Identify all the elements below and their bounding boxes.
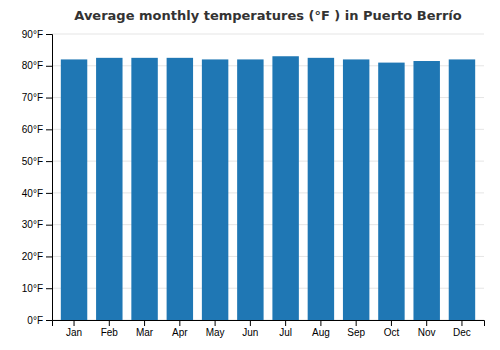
tick: 60°F	[22, 124, 52, 135]
bar	[167, 58, 193, 320]
tick-mark	[356, 320, 357, 326]
bar	[272, 56, 298, 320]
tick-label: 50°F	[22, 156, 43, 167]
bar	[202, 59, 228, 320]
tick: May	[206, 320, 225, 338]
tick-mark	[46, 288, 52, 289]
tick-label: 0°F	[27, 315, 43, 326]
tick-mark	[144, 320, 145, 326]
tick-label: 40°F	[22, 188, 43, 199]
tick: Feb	[101, 320, 119, 338]
tick: 30°F	[22, 219, 52, 230]
tick-mark	[215, 320, 216, 326]
tick-mark	[46, 98, 52, 99]
tick-label: 90°F	[22, 29, 43, 40]
tick-label: 30°F	[22, 219, 43, 230]
bar	[449, 59, 475, 320]
tick-label: 70°F	[22, 92, 43, 103]
x-axis: Jan Feb Mar Apr May Jun Jul Aug Sep Oct Nov Dec	[53, 320, 485, 338]
tick: Aug	[312, 320, 330, 338]
tick-mark	[46, 161, 52, 162]
title: Average monthly temperatures (°F ) in Pu…	[74, 8, 461, 23]
tick-label: Jun	[242, 327, 258, 338]
tick-label: May	[206, 327, 225, 338]
tick: 70°F	[22, 92, 52, 103]
bar	[308, 58, 334, 320]
bars	[61, 56, 475, 320]
y-axis: 0°F 10°F 20°F 30°F 40°F 50°F 60°F 70°F 80°F 90°F	[22, 29, 53, 326]
tick-label: Feb	[101, 327, 119, 338]
tick-label: Oct	[384, 327, 400, 338]
tick-mark	[109, 320, 110, 326]
tick: 10°F	[22, 283, 52, 294]
tick-label: 80°F	[22, 60, 43, 71]
tick: 90°F	[22, 29, 52, 40]
tick: 20°F	[22, 251, 52, 262]
plot-area: 0°F 10°F 20°F 30°F 40°F 50°F 60°F 70°F 80°F 90°F J…	[22, 29, 485, 338]
grid-line	[52, 34, 484, 35]
bar	[131, 58, 157, 320]
tick: Oct	[384, 320, 400, 338]
tick-label: Jan	[66, 327, 82, 338]
tick-label: Jul	[279, 327, 292, 338]
bar	[61, 59, 87, 320]
tick: Dec	[453, 320, 471, 338]
tick: Jan	[66, 320, 82, 338]
tick: Nov	[418, 320, 436, 338]
bar	[413, 61, 439, 320]
tick-mark	[46, 193, 52, 194]
tick-mark	[74, 320, 75, 326]
tick-label: Apr	[172, 327, 188, 338]
tick-mark	[426, 320, 427, 326]
tick-mark	[461, 320, 462, 326]
axis-line	[46, 35, 53, 321]
tick-mark	[46, 66, 52, 67]
tick-mark	[285, 320, 286, 326]
chart: 0°F 10°F 20°F 30°F 40°F 50°F 60°F 70°F 80°F 90°F J…	[0, 0, 500, 350]
tick: Sep	[347, 320, 365, 338]
tick-label: Sep	[347, 327, 365, 338]
grid	[52, 34, 484, 320]
tick-label: 10°F	[22, 283, 43, 294]
tick: 80°F	[22, 60, 52, 71]
tick: 40°F	[22, 188, 52, 199]
tick-mark	[391, 320, 392, 326]
tick-label: 20°F	[22, 251, 43, 262]
axis-line	[53, 321, 485, 327]
bar	[96, 58, 122, 320]
tick-label: 60°F	[22, 124, 43, 135]
tick: 50°F	[22, 156, 52, 167]
tick-mark	[46, 320, 52, 321]
tick-mark	[250, 320, 251, 326]
tick-label: Aug	[312, 327, 330, 338]
tick: Mar	[136, 320, 154, 338]
tick-label: Nov	[418, 327, 436, 338]
tick-mark	[46, 129, 52, 130]
tick: Apr	[172, 320, 188, 338]
tick: Jul	[279, 320, 292, 338]
tick-mark	[320, 320, 321, 326]
tick-label: Dec	[453, 327, 471, 338]
tick-mark	[46, 225, 52, 226]
tick-label: Mar	[136, 327, 154, 338]
tick-mark	[46, 256, 52, 257]
tick-mark	[46, 34, 52, 35]
bar	[343, 59, 369, 320]
bar	[378, 63, 404, 320]
tick: Jun	[242, 320, 258, 338]
tick: 0°F	[27, 315, 52, 326]
bar	[237, 59, 263, 320]
tick-mark	[179, 320, 180, 326]
